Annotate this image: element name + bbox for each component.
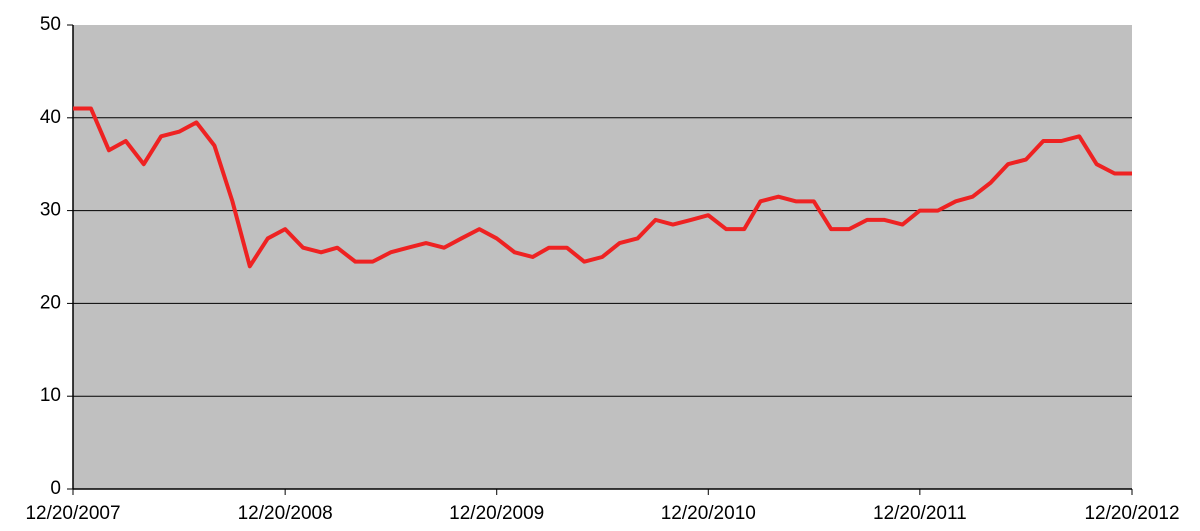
x-tick-label: 12/20/2012 (1084, 503, 1179, 524)
x-tick-label: 12/20/2011 (873, 503, 967, 524)
line-series (73, 106, 1132, 269)
y-tick-label: 10 (40, 385, 61, 406)
x-tick-label: 12/20/2008 (238, 503, 333, 524)
y-tick-label: 0 (50, 478, 61, 499)
y-tick-label: 50 (40, 14, 61, 35)
y-tick-label: 20 (40, 292, 61, 313)
y-tick-label: 40 (40, 107, 61, 128)
x-tick-label: 12/20/2007 (25, 503, 120, 524)
x-tick-label: 12/20/2010 (661, 503, 756, 524)
x-tick-label: 12/20/2009 (449, 503, 544, 524)
y-tick-label: 30 (40, 200, 61, 221)
